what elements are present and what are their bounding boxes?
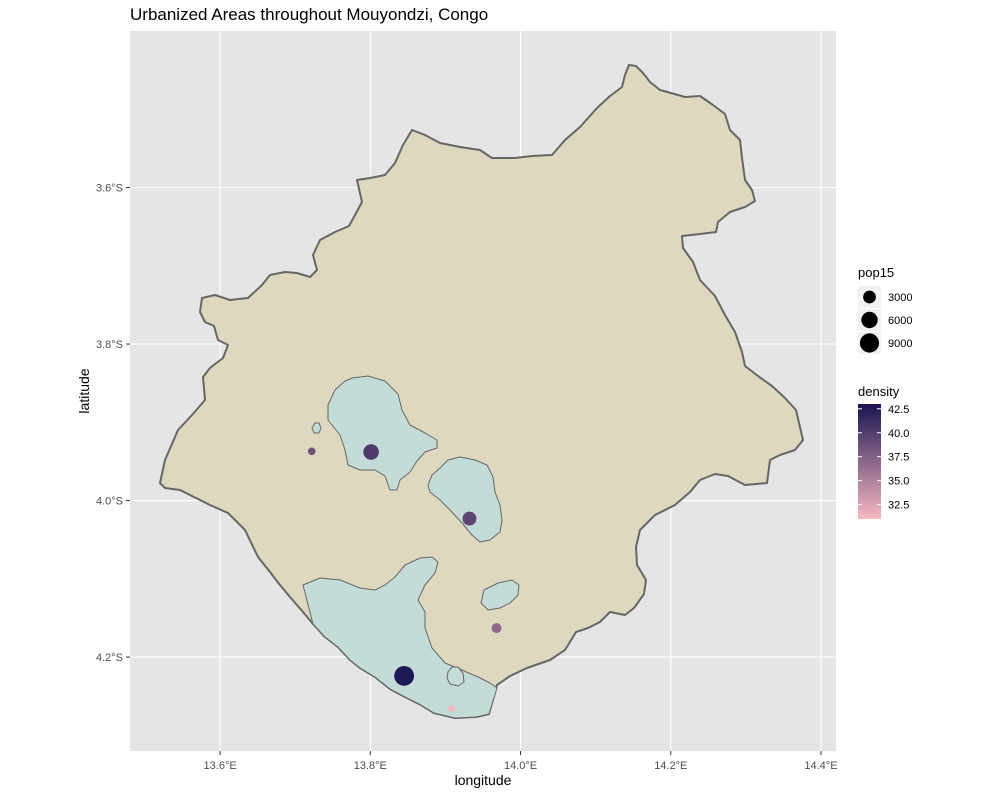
urban-area-2 xyxy=(427,456,503,543)
legend-size-dot-2 xyxy=(859,333,880,353)
legend-color-label-3: 35.0 xyxy=(888,476,909,488)
point-1 xyxy=(363,444,379,460)
urban-area-3 xyxy=(480,579,520,611)
legend-size: pop15 3000 6000 9000 xyxy=(858,265,912,354)
x-axis-title: longitude xyxy=(455,772,512,788)
y-axis-title: latitude xyxy=(76,368,92,413)
chart-title: Urbanized Areas throughout Mouyondzi, Co… xyxy=(130,5,488,24)
y-tick-label-1: 3.8°S xyxy=(96,339,123,351)
point-5 xyxy=(448,705,455,713)
point-4 xyxy=(394,665,415,686)
urban-area-5 xyxy=(446,666,465,687)
legend-size-label-1: 6000 xyxy=(888,315,912,327)
legend-size-dot-0 xyxy=(863,290,876,304)
legend-color-label-0: 42.5 xyxy=(888,404,909,416)
legend-size-dot-1 xyxy=(861,311,878,329)
urban-area-6 xyxy=(311,422,322,434)
legend-size-label-0: 3000 xyxy=(888,292,912,304)
x-tick-label-4: 14.4°E xyxy=(804,760,837,772)
legend-size-title: pop15 xyxy=(858,265,894,280)
y-tick-label-0: 3.6°S xyxy=(96,183,123,195)
x-tick-label-1: 13.8°E xyxy=(354,760,387,772)
y-tick-label-2: 4.0°S xyxy=(96,496,123,508)
data-points xyxy=(307,444,502,713)
legend-color: density 42.5 40.0 37.5 35.0 32.5 xyxy=(858,384,909,519)
legend-color-label-1: 40.0 xyxy=(888,428,909,440)
x-tick-label-0: 13.6°E xyxy=(204,760,237,772)
legend-color-title: density xyxy=(858,384,900,399)
y-tick-label-3: 4.2°S xyxy=(96,652,123,664)
axes: 13.6°E 13.8°E 14.0°E 14.2°E 14.4°E 3.6°S 3.8°S… xyxy=(96,183,838,772)
density-colorbar xyxy=(858,404,881,519)
legend-color-label-4: 32.5 xyxy=(888,500,909,512)
urban-area-1 xyxy=(327,375,438,491)
legend-size-label-2: 9000 xyxy=(888,338,912,350)
point-2 xyxy=(462,511,477,526)
legend-color-label-2: 37.5 xyxy=(888,452,909,464)
x-tick-label-2: 14.0°E xyxy=(504,760,537,772)
point-0 xyxy=(307,447,316,456)
x-tick-label-3: 14.2°E xyxy=(654,760,687,772)
urbanized-areas xyxy=(302,375,520,719)
point-3 xyxy=(491,623,502,634)
